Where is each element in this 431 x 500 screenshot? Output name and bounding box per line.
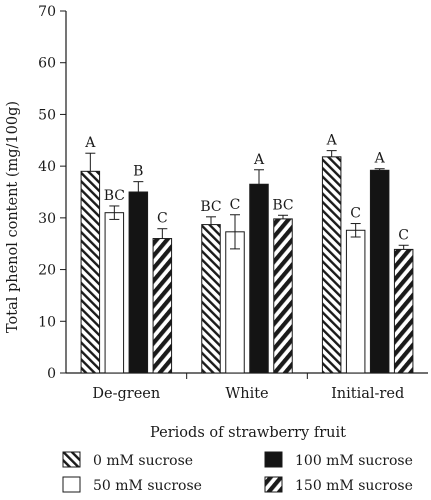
x-tick-label: Initial-red [331, 386, 404, 402]
significance-label: A [84, 135, 96, 151]
y-axis-title: Total phenol content (mg/100g) [5, 101, 21, 333]
legend-swatch [264, 451, 283, 468]
legend-swatch [62, 451, 81, 468]
significance-label: BC [272, 197, 293, 213]
significance-label: A [374, 151, 386, 167]
bar [345, 229, 366, 374]
significance-label: A [326, 133, 338, 149]
y-tick-label: 40 [38, 159, 56, 175]
y-tick-label: 0 [47, 366, 56, 382]
y-tick-label: 30 [38, 211, 56, 227]
significance-label: C [230, 197, 241, 213]
bar [393, 248, 414, 374]
bar [201, 224, 221, 374]
significance-label: B [133, 164, 143, 180]
legend-swatch [62, 476, 81, 493]
y-tick-label: 70 [38, 4, 56, 20]
y-tick-label: 60 [38, 56, 56, 72]
bar [273, 218, 293, 374]
significance-label: BC [200, 199, 221, 215]
legend-swatch [264, 476, 283, 493]
significance-label: C [350, 206, 361, 222]
bar [128, 191, 149, 374]
significance-label: C [157, 211, 168, 227]
significance-label: BC [104, 188, 125, 204]
legend-label: 50 mM sucrose [93, 478, 202, 494]
legend-label: 100 mM sucrose [295, 453, 413, 469]
bar [104, 212, 125, 374]
axes: 0 10 20 30 40 50 60 70 De-green White Initial-red [38, 4, 428, 402]
x-axis-title: Periods of strawberry fruit [150, 425, 346, 441]
bar [249, 183, 269, 374]
y-tick-label: 20 [38, 263, 56, 279]
x-tick-label: White [225, 386, 268, 402]
significance-label: C [398, 227, 409, 243]
significance-label: A [253, 152, 265, 168]
y-tick-label: 50 [38, 107, 56, 123]
bar [321, 156, 342, 374]
x-tick-label: De-green [92, 386, 160, 402]
legend-label: 150 mM sucrose [295, 478, 413, 494]
legend-label: 0 mM sucrose [93, 453, 193, 469]
bar [80, 170, 101, 374]
legend: 0 mM sucrose 50 mM sucrose 100 mM sucrose 1… [62, 451, 413, 494]
bar [369, 169, 390, 374]
bar [225, 231, 245, 374]
bar [152, 238, 173, 374]
y-tick-label: 10 [38, 314, 56, 330]
